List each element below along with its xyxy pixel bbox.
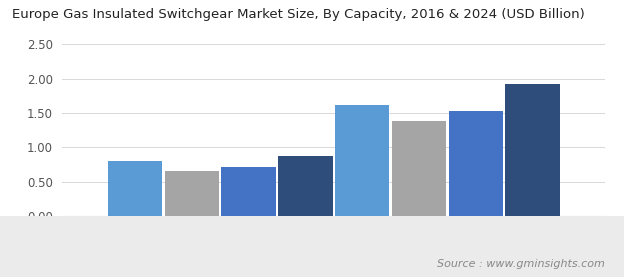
Bar bbox=[392, 121, 446, 216]
Bar bbox=[222, 166, 276, 216]
Text: Source : www.gminsights.com: Source : www.gminsights.com bbox=[437, 259, 605, 269]
Text: Europe Gas Insulated Switchgear Market Size, By Capacity, 2016 & 2024 (USD Billi: Europe Gas Insulated Switchgear Market S… bbox=[12, 8, 585, 21]
Legend: <38kV, 38kV ≤ 72kV, ≥ 72kV ≤ 150kV, >150kV: <38kV, 38kV ≤ 72kV, ≥ 72kV ≤ 150kV, >150… bbox=[152, 270, 515, 277]
Bar bbox=[108, 161, 162, 216]
Bar bbox=[335, 105, 389, 216]
Bar bbox=[278, 156, 333, 216]
Bar bbox=[505, 84, 560, 216]
Bar bbox=[449, 111, 503, 216]
Bar bbox=[165, 171, 219, 216]
